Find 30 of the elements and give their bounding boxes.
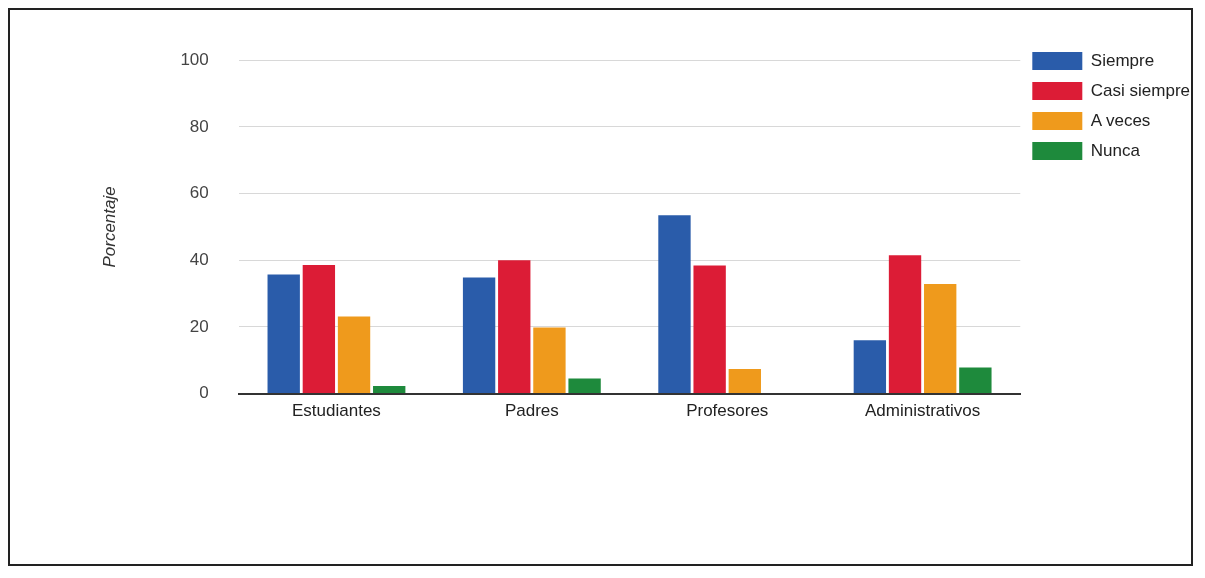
y-tick-label: 60 xyxy=(189,183,209,203)
bar xyxy=(568,378,601,394)
legend-label: A veces xyxy=(1090,110,1151,130)
bar xyxy=(888,255,922,394)
bar xyxy=(853,340,887,394)
bar xyxy=(498,260,531,394)
bar xyxy=(658,215,691,394)
x-tick-label: Estudiantes xyxy=(292,401,381,421)
bar xyxy=(302,264,336,394)
y-tick-label: 0 xyxy=(199,383,209,403)
x-tick-label: Administrativos xyxy=(864,401,981,421)
bar xyxy=(462,277,496,394)
y-tick-label: 100 xyxy=(180,49,209,69)
legend-label: Siempre xyxy=(1090,50,1155,70)
x-tick-label: Profesores xyxy=(686,401,769,421)
legend-label: Nunca xyxy=(1090,140,1141,160)
bar xyxy=(337,316,371,394)
legend-label: Casi siempre xyxy=(1090,80,1191,100)
y-axis-title: Porcentaje xyxy=(99,186,119,268)
bar xyxy=(533,327,566,394)
y-tick-label: 80 xyxy=(189,116,209,136)
bar xyxy=(373,385,406,394)
y-tick-label: 40 xyxy=(189,249,209,269)
bar xyxy=(959,367,992,394)
x-tick-label: Padres xyxy=(504,401,559,421)
y-tick-label: 20 xyxy=(189,316,209,336)
bar xyxy=(728,368,761,394)
bar xyxy=(924,283,957,394)
bar xyxy=(267,274,300,394)
bar xyxy=(693,265,726,394)
